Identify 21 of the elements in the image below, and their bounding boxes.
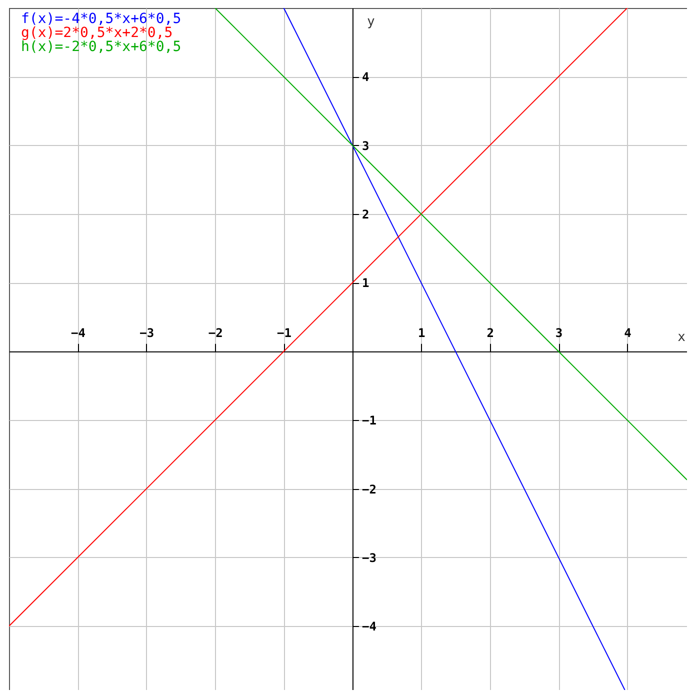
x-tick-label: 3 (555, 326, 563, 340)
text: f(x)=-4*0,5*x+6*0,5 (21, 11, 182, 27)
y-tick-label: −1 (362, 414, 376, 428)
y-tick-label: 3 (362, 138, 370, 153)
y-axis-title: y (367, 14, 376, 30)
y-tick-label: −3 (362, 550, 376, 565)
x-tick-label: 2 (486, 326, 494, 340)
text: h(x)=-2*0,5*x+6*0,5 (21, 39, 182, 55)
x-axis-title: x (678, 330, 686, 345)
y-tick-label: 4 (362, 70, 370, 84)
x-tick-label: −3 (140, 326, 154, 340)
x-tick-label: 4 (624, 326, 632, 340)
x-tick-label: 1 (418, 326, 426, 340)
y-tick-label: 1 (362, 276, 370, 290)
y-tick-label: 2 (362, 208, 370, 222)
y-tick-label: −2 (362, 482, 376, 496)
x-tick-label: −4 (70, 326, 86, 340)
text: g(x)=2*0,5*x+2*0,5 (21, 25, 173, 41)
x-tick-label: −2 (208, 326, 223, 340)
y-tick-label: −4 (362, 620, 376, 634)
x-tick-label: −1 (277, 326, 292, 340)
